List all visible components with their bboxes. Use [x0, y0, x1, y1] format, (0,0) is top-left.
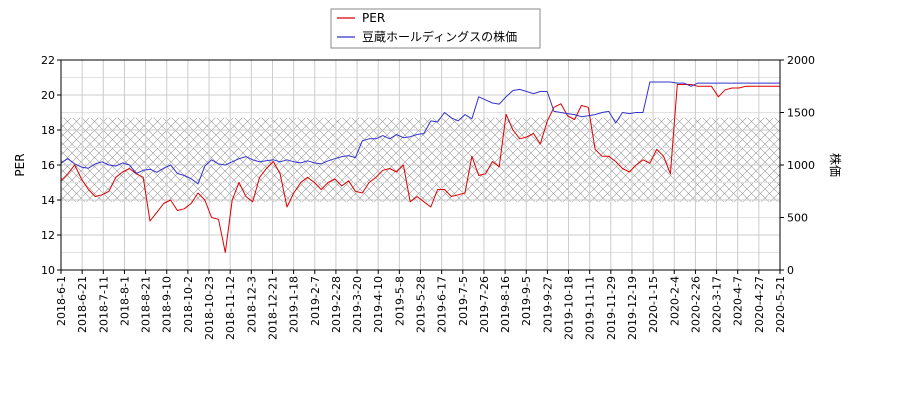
left-tick-label: 12 [41, 229, 55, 242]
x-tick-label: 2018-9-10 [161, 276, 174, 333]
left-tick-label: 20 [41, 89, 55, 102]
right-tick-label: 1500 [787, 107, 815, 120]
x-tick-label: 2019-2-28 [330, 276, 343, 333]
x-tick-label: 2020-5-21 [774, 276, 787, 333]
x-tick-label: 2019-7-5 [457, 276, 470, 326]
x-tick-label: 2018-12-3 [245, 276, 258, 333]
right-tick-label: 2000 [787, 54, 815, 67]
right-tick-label: 500 [787, 212, 808, 225]
left-tick-label: 16 [41, 159, 55, 172]
legend-label-per: PER [362, 11, 385, 25]
x-tick-label: 2019-10-18 [563, 276, 576, 340]
x-tick-label: 2020-2-26 [689, 276, 702, 333]
x-axis-ticks: 2018-6-1 2018-6-21 2018-7-11 2018-8-1 2018-8… [55, 270, 787, 340]
stock-price-line [61, 81, 780, 185]
legend-label-price: 豆蔵ホールディングスの株価 [362, 29, 517, 44]
x-tick-label: 2018-7-11 [97, 276, 110, 333]
x-tick-label: 2019-8-16 [499, 276, 512, 333]
legend: PER 豆蔵ホールディングスの株価 [330, 8, 541, 49]
x-tick-label: 2019-11-29 [605, 276, 618, 340]
x-tick-label: 2020-3-17 [711, 276, 724, 333]
left-axis-title: PER [13, 153, 27, 176]
left-tick-label: 22 [41, 54, 55, 67]
x-tick-label: 2019-9-27 [541, 276, 554, 333]
right-axis-title: 株価 [828, 153, 843, 177]
legend-box [330, 8, 541, 49]
x-tick-label: 2019-2-7 [309, 276, 322, 326]
x-tick-label: 2018-11-12 [224, 276, 237, 340]
x-tick-label: 2018-8-1 [118, 276, 131, 326]
right-tick-label: 0 [787, 264, 794, 277]
x-tick-label: 2019-9-5 [520, 276, 533, 326]
x-tick-label: 2019-3-20 [351, 276, 364, 333]
left-axis-ticks: 10 12 14 16 18 20 22 [41, 54, 61, 277]
right-axis-ticks: 0 500 1000 1500 2000 [780, 54, 815, 277]
series-lines [61, 81, 780, 253]
x-tick-label: 2019-12-19 [626, 276, 639, 340]
per-line [61, 84, 780, 253]
x-tick-label: 2020-2-4 [668, 276, 681, 326]
x-tick-label: 2019-11-11 [584, 276, 597, 340]
gridlines [60, 59, 781, 271]
x-tick-label: 2019-1-18 [288, 276, 301, 333]
x-tick-label: 2018-10-2 [182, 276, 195, 333]
x-tick-label: 2018-6-1 [55, 276, 68, 326]
x-tick-label: 2018-6-21 [76, 276, 89, 333]
x-tick-label: 2018-8-21 [140, 276, 153, 333]
x-tick-label: 2020-1-15 [647, 276, 660, 333]
left-tick-label: 10 [41, 264, 55, 277]
x-tick-label: 2019-7-26 [478, 276, 491, 333]
left-tick-label: 18 [41, 124, 55, 137]
x-tick-label: 2019-5-8 [393, 276, 406, 326]
right-tick-label: 1000 [787, 159, 815, 172]
left-tick-label: 14 [41, 194, 55, 207]
x-tick-label: 2020-4-7 [732, 276, 745, 326]
x-tick-label: 2019-6-17 [436, 276, 449, 333]
x-tick-label: 2019-5-28 [415, 276, 428, 333]
x-tick-label: 2018-10-23 [203, 276, 216, 340]
x-tick-label: 2018-12-21 [266, 276, 279, 340]
x-tick-label: 2019-4-10 [372, 276, 385, 333]
x-tick-label: 2020-4-27 [753, 276, 766, 333]
